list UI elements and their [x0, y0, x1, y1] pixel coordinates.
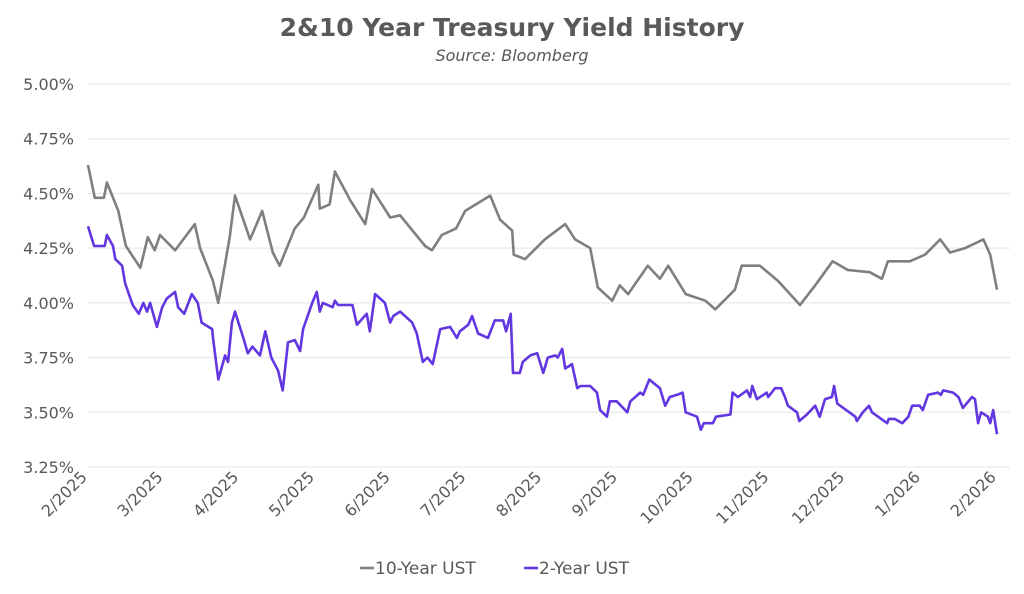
x-tick-label: 3/2025	[113, 467, 166, 520]
y-tick-label: 4.75%	[23, 130, 74, 149]
legend-label: 2-Year UST	[539, 559, 630, 579]
y-tick-label: 5.00%	[23, 75, 74, 94]
y-axis: 3.25% 3.50% 3.75% 4.00% 4.25% 4.50% 4.75% 5.00%	[23, 75, 74, 477]
x-tick-label: 8/2025	[492, 467, 545, 520]
x-tick-label: 7/2025	[416, 467, 469, 520]
x-tick-label: 9/2025	[568, 467, 621, 520]
y-tick-label: 4.00%	[23, 294, 74, 313]
y-tick-label: 3.75%	[23, 349, 74, 368]
y-tick-label: 3.25%	[23, 458, 74, 477]
x-tick-label: 6/2025	[341, 467, 394, 520]
x-tick-label: 1/2026	[871, 467, 924, 520]
legend-item: 2-Year UST	[524, 559, 630, 579]
y-tick-label: 3.50%	[23, 403, 74, 422]
x-tick-label: 11/2025	[712, 467, 772, 527]
x-tick-label: 2/2026	[947, 467, 1000, 520]
chart-subtitle: Source: Bloomberg	[435, 46, 588, 65]
series-line-10-year	[86, 164, 999, 311]
x-tick-label: 10/2025	[636, 467, 696, 527]
x-tick-label: 5/2025	[265, 467, 318, 520]
legend: 10-Year UST 2-Year UST	[360, 559, 630, 579]
x-axis: 2/2025 3/2025 4/2025 5/2025 6/2025 7/2025 8/20…	[38, 467, 1000, 527]
series-line-2-year	[86, 225, 999, 435]
chart-title: 2&10 Year Treasury Yield History	[280, 13, 745, 42]
x-tick-label: 12/2025	[788, 467, 848, 527]
legend-item: 10-Year UST	[360, 559, 476, 579]
legend-label: 10-Year UST	[375, 559, 476, 579]
series-lines	[86, 164, 999, 435]
y-tick-label: 4.25%	[23, 239, 74, 258]
x-tick-label: 4/2025	[189, 467, 242, 520]
y-tick-label: 4.50%	[23, 184, 74, 203]
